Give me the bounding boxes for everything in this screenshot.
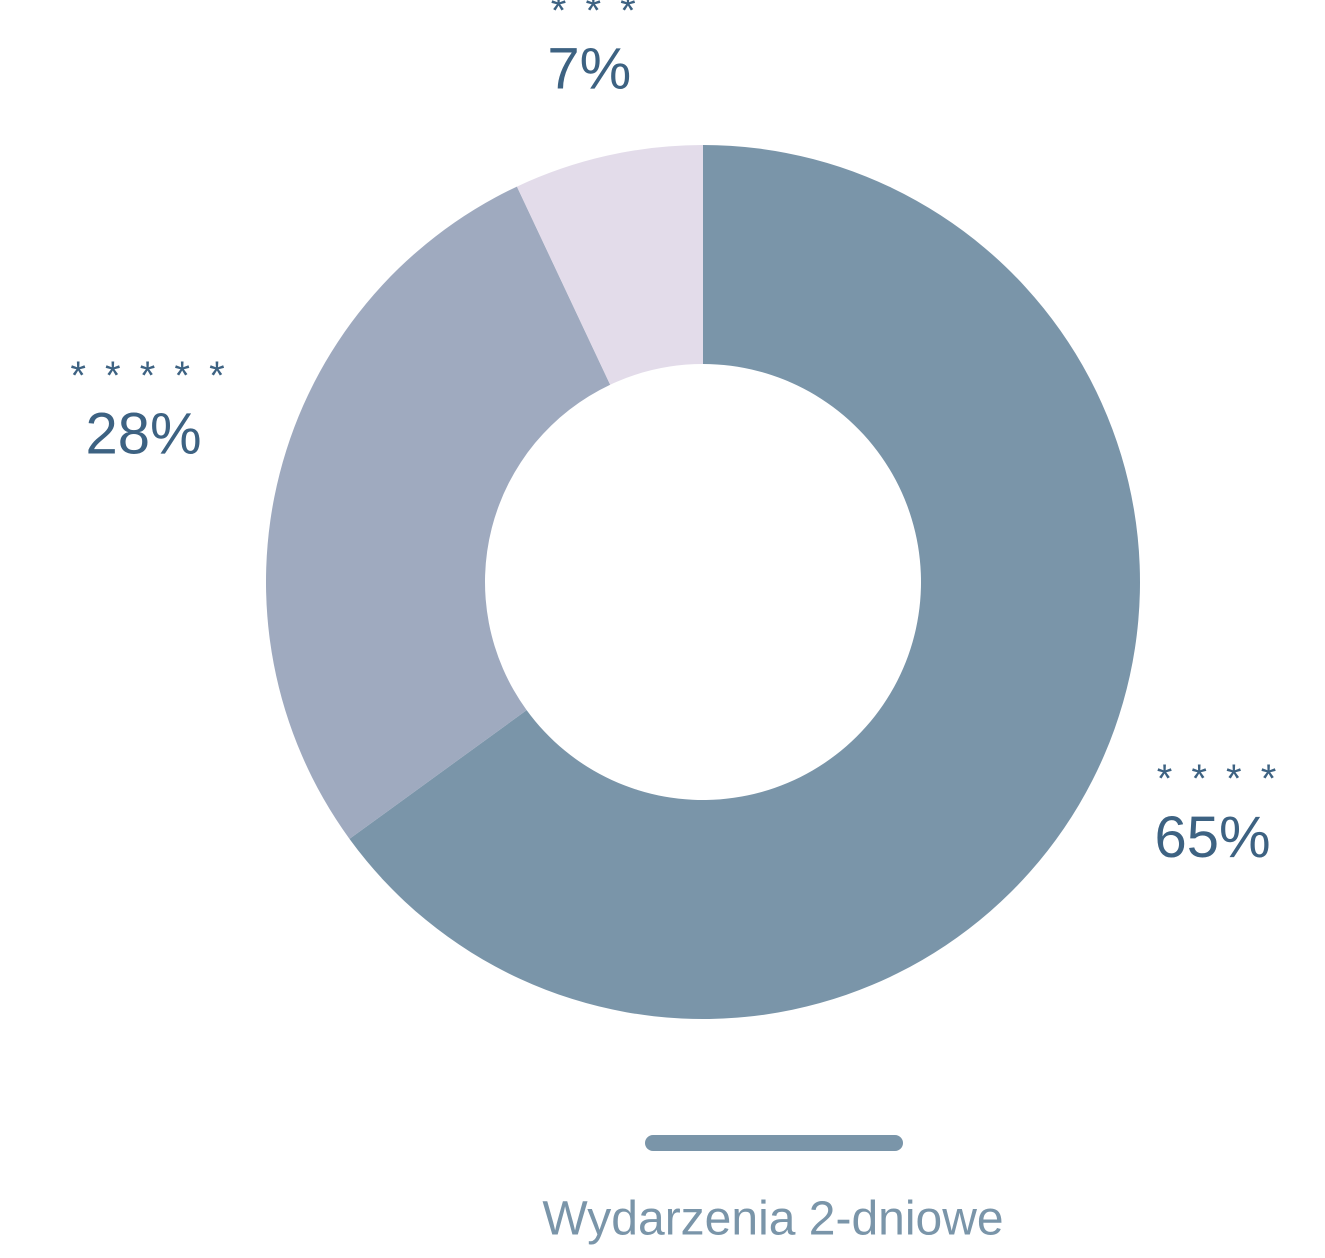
category-label: * * * * bbox=[1157, 757, 1281, 801]
chart-title: Wydarzenia 2-dniowe bbox=[542, 1193, 1003, 1246]
value-label: 65% bbox=[1154, 805, 1270, 870]
legend-swatch bbox=[645, 1135, 903, 1151]
slice bbox=[349, 145, 1140, 1020]
slice bbox=[516, 145, 703, 385]
slice bbox=[266, 186, 611, 839]
category-label: * * * * * bbox=[70, 354, 228, 398]
category-label: * * * bbox=[551, 0, 640, 33]
value-label: 28% bbox=[85, 402, 201, 467]
value-label: 7% bbox=[547, 37, 631, 102]
